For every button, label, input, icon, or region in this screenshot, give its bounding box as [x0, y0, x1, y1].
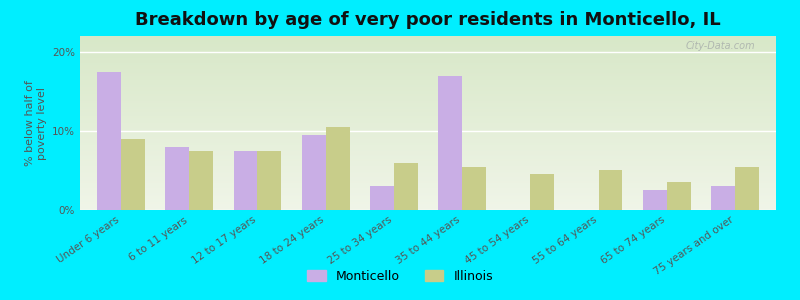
Y-axis label: % below half of
poverty level: % below half of poverty level: [25, 80, 46, 166]
Bar: [530, 174, 554, 210]
Bar: [711, 186, 735, 210]
Bar: [370, 186, 394, 210]
Bar: [462, 167, 486, 210]
Bar: [166, 147, 189, 210]
Bar: [598, 170, 622, 210]
Bar: [394, 163, 418, 210]
Bar: [302, 135, 326, 210]
Bar: [643, 190, 667, 210]
Bar: [326, 127, 350, 210]
Bar: [667, 182, 690, 210]
Bar: [258, 151, 282, 210]
Bar: [97, 72, 121, 210]
Bar: [735, 167, 759, 210]
Bar: [189, 151, 213, 210]
Title: Breakdown by age of very poor residents in Monticello, IL: Breakdown by age of very poor residents …: [135, 11, 721, 29]
Bar: [234, 151, 258, 210]
Bar: [438, 76, 462, 210]
Bar: [121, 139, 145, 210]
Legend: Monticello, Illinois: Monticello, Illinois: [302, 265, 498, 288]
Text: City-Data.com: City-Data.com: [686, 41, 755, 51]
